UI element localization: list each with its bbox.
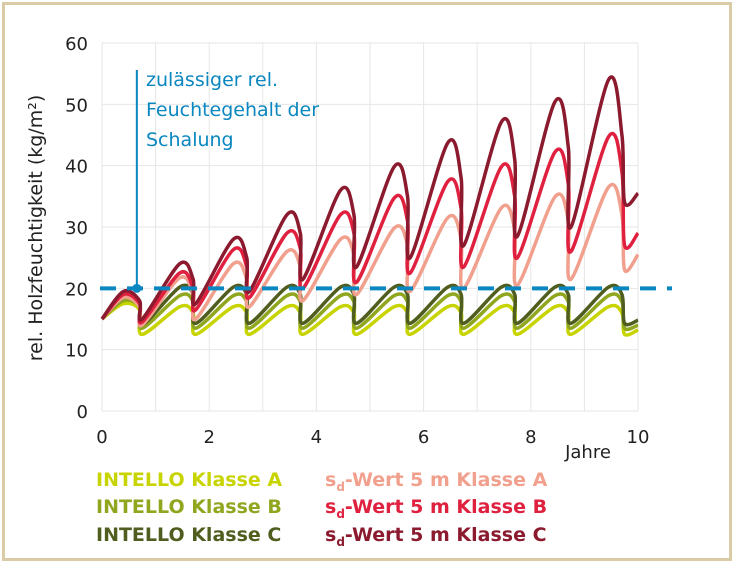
series-line-sd-wert-5-m-klasse-c xyxy=(100,75,640,322)
y-tick-label: 50 xyxy=(65,95,88,116)
x-tick-label: 2 xyxy=(203,427,214,448)
y-tick-label: 40 xyxy=(65,157,88,178)
sd-prefix: s xyxy=(325,524,337,546)
sd-subscript: d xyxy=(336,534,345,549)
series-lines xyxy=(100,75,640,337)
sd-subscript: d xyxy=(336,479,345,494)
sd-subscript: d xyxy=(336,506,345,521)
x-tick-label: 10 xyxy=(627,427,650,448)
sd-prefix: s xyxy=(325,469,337,491)
annotation-dot xyxy=(132,283,142,293)
x-tick-label: 8 xyxy=(525,427,536,448)
legend-sd-b: sd-Wert 5 m Klasse B xyxy=(325,496,547,521)
y-tick-label: 10 xyxy=(65,341,88,362)
y-tick-label: 20 xyxy=(65,279,88,300)
legend-sd-c: sd-Wert 5 m Klasse C xyxy=(325,524,547,549)
annotation-text-line-1: zulässiger rel. xyxy=(146,69,278,91)
sd-a-label: -Wert 5 m Klasse A xyxy=(344,469,548,491)
y-tick-labels: 0 10 20 30 40 50 60 xyxy=(65,34,88,423)
x-tick-labels: 0 2 4 6 8 10 xyxy=(96,427,649,448)
annotation-text-line-2: Feuchtegehalt der xyxy=(146,99,319,121)
legend-intello-a: INTELLO Klasse A xyxy=(96,469,283,491)
x-tick-label: 0 xyxy=(96,427,107,448)
legend-sd-a: sd-Wert 5 m Klasse A xyxy=(325,469,547,494)
legend-intello-c: INTELLO Klasse C xyxy=(96,524,282,546)
sd-b-label: -Wert 5 m Klasse B xyxy=(344,496,548,518)
legend-intello-b: INTELLO Klasse B xyxy=(96,496,282,518)
y-tick-label: 30 xyxy=(65,218,88,239)
x-axis-label: Jahre xyxy=(564,442,611,463)
x-tick-label: 6 xyxy=(418,427,429,448)
y-axis-label: rel. Holzfeuchtigkeit (kg/m²) xyxy=(25,95,47,362)
sd-prefix: s xyxy=(325,496,337,518)
sd-c-label: -Wert 5 m Klasse C xyxy=(344,524,547,546)
x-tick-label: 4 xyxy=(311,427,322,448)
y-tick-label: 0 xyxy=(77,402,88,423)
annotation-text-line-3: Schalung xyxy=(146,129,234,151)
y-tick-label: 60 xyxy=(65,34,88,55)
